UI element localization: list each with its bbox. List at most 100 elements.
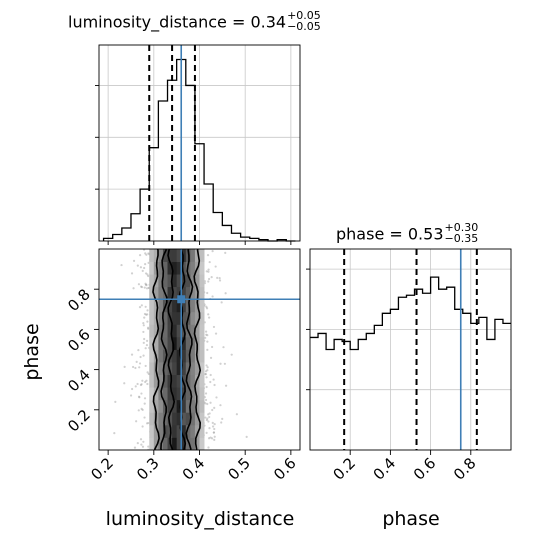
scatter-point [140, 392, 143, 395]
scatter-point [205, 307, 209, 310]
scatter-point [213, 427, 216, 431]
scatter-point [205, 333, 208, 336]
density-cell [158, 274, 164, 288]
density-cell [162, 424, 168, 438]
density-cell [181, 424, 187, 438]
y-tick-label: 0.8 [64, 285, 94, 315]
density-cell [181, 311, 187, 325]
density-cell [181, 336, 187, 350]
scatter-point [143, 266, 146, 270]
scatter-point [142, 322, 145, 325]
scatter-point [147, 327, 150, 330]
scatter-point [120, 263, 123, 267]
density-cell [190, 387, 196, 401]
density-cell [149, 336, 155, 350]
scatter-point [209, 401, 212, 404]
scatter-point [245, 435, 248, 438]
scatter-point [123, 382, 126, 385]
density-cell [149, 412, 155, 426]
contour-line [193, 249, 202, 450]
scatter-point [138, 362, 142, 365]
density-cell [158, 324, 164, 338]
density-cell [199, 249, 205, 262]
y-tick-label: 0.2 [64, 406, 94, 436]
density-cell [199, 362, 205, 376]
scatter-point [213, 438, 216, 441]
density-cell [185, 424, 191, 438]
title-upper-error: +0.05 [287, 9, 321, 22]
density-cell [199, 299, 205, 313]
density-cell [172, 261, 178, 275]
scatter-point [204, 373, 207, 376]
scatter-point [207, 270, 210, 273]
scatter-point [205, 305, 208, 308]
density-cell [194, 374, 200, 388]
scatter-point [140, 443, 143, 446]
density-cell [162, 374, 168, 388]
density-cell [158, 374, 164, 388]
scatter-point [135, 420, 138, 423]
scatter-point [209, 373, 212, 377]
scatter-point [218, 276, 221, 280]
density-cell [158, 299, 164, 313]
scatter-point [136, 382, 139, 386]
density-cell [167, 274, 173, 288]
density-cell [181, 437, 187, 450]
scatter-point [214, 332, 218, 335]
scatter-point [209, 380, 212, 384]
density-cell [185, 387, 191, 401]
scatter-point [147, 261, 150, 264]
density-cell [181, 286, 187, 300]
density-cell [181, 362, 187, 376]
density-cell [153, 249, 159, 262]
density-cell [190, 286, 196, 300]
density-cell [172, 249, 178, 262]
scatter-point [114, 400, 117, 403]
scatter-point [204, 402, 207, 405]
scatter-point [147, 252, 150, 255]
density-cell [162, 261, 168, 275]
scatter-point [209, 436, 212, 439]
scatter-point [204, 336, 207, 339]
scatter-point [224, 251, 227, 254]
scatter-point [206, 369, 209, 372]
density-cell [190, 349, 196, 363]
density-cell [181, 399, 187, 413]
density-cell [194, 437, 200, 450]
scatter-point [207, 420, 210, 423]
scatter-point [206, 254, 210, 257]
scatter-point [143, 312, 147, 316]
density-cell [176, 387, 182, 401]
density-cell [153, 424, 159, 438]
scatter-point [129, 394, 133, 397]
scatter-point [130, 353, 134, 356]
scatter-point [210, 345, 214, 349]
density-cell [158, 399, 164, 413]
density-cell [194, 311, 200, 325]
scatter-point [144, 272, 148, 275]
density-cell [185, 374, 191, 388]
scatter-point [145, 284, 148, 287]
density-cell [190, 412, 196, 426]
scatter-point [138, 396, 141, 399]
scatter-point [140, 383, 143, 386]
scatter-point [139, 355, 142, 359]
scatter-point [143, 402, 146, 405]
density-cell [167, 299, 173, 313]
density-cell [158, 362, 164, 376]
density-cell [190, 362, 196, 376]
scatter-point [224, 384, 228, 387]
luminosity-distance-histogram-panel [95, 44, 301, 245]
density-cell [149, 349, 155, 363]
x-axis-label-phase: phase [382, 508, 439, 530]
x-tick-label: 0.6 [270, 454, 300, 484]
scatter-point [219, 404, 222, 407]
scatter-point [113, 432, 116, 435]
density-cell [172, 286, 178, 300]
scatter-point [145, 313, 148, 316]
scatter-point [146, 320, 149, 323]
density-cell [176, 286, 182, 300]
density-cell [158, 311, 164, 325]
scatter-point [211, 421, 214, 424]
x-axis-label-luminosity-distance: luminosity_distance [106, 508, 295, 530]
